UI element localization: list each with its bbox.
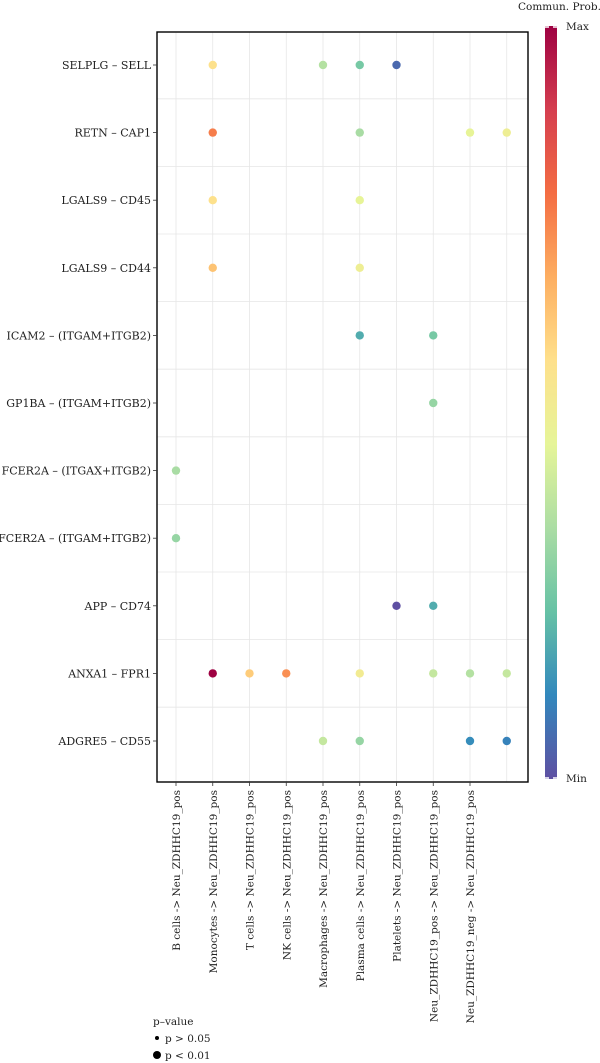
- data-point: [429, 601, 438, 610]
- x-tick-label: Neu_ZDHHC19_pos -> Neu_ZDHHC19_pos: [428, 790, 440, 1022]
- x-tick-label: Neu_ZDHHC19_neg -> Neu_ZDHHC19_pos: [465, 790, 477, 1023]
- x-tick-label: T cells -> Neu_ZDHHC19_pos: [245, 790, 257, 950]
- colorbar-min-label: Min: [566, 773, 587, 785]
- colorbar-max-label: Max: [566, 21, 589, 33]
- data-point: [318, 60, 328, 70]
- data-point: [355, 128, 364, 137]
- y-tick-label: ICAM2 – (ITGAM+ITGB2): [7, 329, 152, 342]
- data-points: [171, 60, 511, 746]
- data-point: [245, 669, 254, 678]
- data-point: [171, 466, 181, 475]
- data-point: [502, 128, 511, 137]
- data-point: [429, 331, 438, 340]
- grid-lines: [157, 32, 528, 782]
- size-legend-title: p–value: [153, 1016, 194, 1028]
- x-tick-label: NK cells -> Neu_ZDHHC19_pos: [281, 790, 293, 960]
- size-legend-dot-large: [153, 1051, 161, 1059]
- data-point: [392, 60, 401, 70]
- data-point: [355, 196, 364, 205]
- data-point: [208, 196, 217, 205]
- y-tick-label: ANXA1 – FPR1: [67, 667, 151, 680]
- y-tick-label: APP – CD74: [84, 600, 151, 613]
- data-point: [429, 669, 438, 678]
- size-legend: p–value p > 0.05 p < 0.01: [153, 1016, 211, 1062]
- x-tick-label: B cells -> Neu_ZDHHC19_pos: [171, 790, 183, 951]
- y-tick-label: LGALS9 – CD44: [61, 262, 151, 275]
- data-point: [208, 128, 217, 137]
- y-axis-labels: SELPLG – SELL RETN – CAP1 LGALS9 – CD45 LGA…: [0, 59, 157, 748]
- data-point: [282, 669, 291, 678]
- colorbar-legend: Commun. Prob. Max Min: [518, 1, 600, 785]
- data-point: [502, 669, 511, 678]
- y-tick-label: SELPLG – SELL: [62, 59, 152, 72]
- data-point: [392, 601, 401, 610]
- data-point: [171, 534, 181, 543]
- data-point: [208, 669, 217, 678]
- plot-panel-border: [156, 31, 529, 783]
- x-axis-labels: B cells -> Neu_ZDHHC19_pos Monocytes -> N…: [171, 782, 477, 1023]
- x-tick-label: Platelets -> Neu_ZDHHC19_pos: [392, 790, 404, 962]
- y-tick-label: RETN – CAP1: [74, 127, 151, 140]
- colorbar: [545, 26, 557, 779]
- y-tick-label: ADGRE5 – CD55: [57, 735, 151, 748]
- data-point: [355, 736, 364, 746]
- y-tick-label: GP1BA – (ITGAM+ITGB2): [6, 397, 151, 410]
- data-point: [318, 736, 328, 746]
- x-tick-label: Plasma cells -> Neu_ZDHHC19_pos: [355, 790, 367, 981]
- data-point: [355, 263, 364, 272]
- data-point: [465, 736, 475, 746]
- y-tick-label: FCER2A – (ITGAX+ITGB2): [2, 465, 151, 478]
- data-point: [355, 669, 364, 678]
- y-tick-label: FCER2A – (ITGAM+ITGB2): [0, 532, 151, 545]
- data-point: [208, 60, 217, 70]
- size-legend-label-small: p > 0.05: [165, 1033, 211, 1045]
- data-point: [465, 669, 475, 678]
- size-legend-label-large: p < 0.01: [165, 1050, 211, 1062]
- data-point: [355, 60, 364, 70]
- size-legend-dot-small: [155, 1036, 159, 1040]
- data-point: [429, 398, 438, 408]
- data-point: [465, 128, 475, 137]
- y-tick-label: LGALS9 – CD45: [61, 194, 151, 207]
- data-point: [208, 263, 217, 272]
- data-point: [502, 736, 511, 746]
- x-tick-label: Monocytes -> Neu_ZDHHC19_pos: [208, 790, 220, 973]
- data-point: [355, 331, 364, 340]
- colorbar-title: Commun. Prob.: [518, 1, 600, 13]
- x-tick-label: Macrophages -> Neu_ZDHHC19_pos: [318, 790, 330, 988]
